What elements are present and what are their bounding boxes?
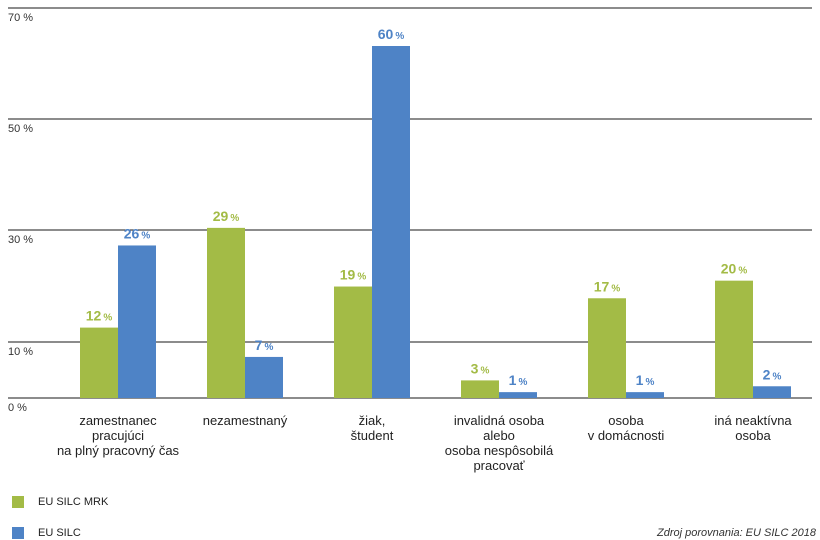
data-labels: 12 % 26 % 29 % 7 % 19 % 60 % 3 % 1 % 17 % 1 % 20 % 2% bbox=[86, 26, 782, 388]
bar bbox=[372, 46, 410, 398]
category-label: osoba bbox=[735, 428, 771, 443]
bar bbox=[118, 245, 156, 398]
data-label: 60% bbox=[378, 26, 405, 42]
y-tick-label: 50 % bbox=[8, 123, 33, 135]
data-label: 1% bbox=[636, 372, 655, 388]
y-axis-ticks: 0 % 10 % 30 % 50 % 70 % bbox=[8, 12, 33, 414]
y-tick-label: 30 % bbox=[8, 234, 33, 246]
bars bbox=[80, 46, 791, 398]
y-tick-label: 0 % bbox=[8, 402, 27, 414]
data-label: 1% bbox=[509, 372, 528, 388]
y-tick-label: 70 % bbox=[8, 12, 33, 24]
category-label: alebo bbox=[483, 428, 515, 443]
legend-label-eu-silc-mrk: EU SILC MRK bbox=[38, 496, 109, 508]
category-label: invalidná osoba bbox=[454, 413, 545, 428]
data-label: 7% bbox=[255, 337, 274, 353]
bar bbox=[207, 227, 245, 398]
data-label: 17% bbox=[594, 278, 621, 294]
category-label: v domácnosti bbox=[588, 428, 665, 443]
legend-swatch-eu-silc bbox=[12, 527, 24, 539]
legend-swatch-eu-silc-mrk bbox=[12, 496, 24, 508]
data-label: 12% bbox=[86, 308, 113, 324]
bar bbox=[461, 380, 499, 398]
data-label: 19% bbox=[340, 267, 367, 283]
data-label: 2% bbox=[763, 366, 782, 382]
category-label: osoba nespôsobilá bbox=[445, 443, 554, 458]
source-note: Zdroj porovnania: EU SILC 2018 bbox=[657, 527, 816, 539]
category-label: nezamestnaný bbox=[203, 413, 288, 428]
category-label: študent bbox=[351, 428, 394, 443]
category-label: pracovať bbox=[473, 458, 524, 473]
category-label: zamestnanec bbox=[79, 413, 157, 428]
data-label: 26% bbox=[124, 225, 151, 241]
legend-item-eu-silc-mrk: EU SILC MRK bbox=[12, 496, 108, 508]
bar bbox=[80, 327, 118, 398]
y-tick-label: 10 % bbox=[8, 346, 33, 358]
legend-item-eu-silc: EU SILC bbox=[12, 527, 81, 539]
data-label: 3% bbox=[471, 360, 490, 376]
category-label: na plný pracovný čas bbox=[57, 443, 180, 458]
bar bbox=[626, 392, 664, 398]
legend-label-eu-silc: EU SILC bbox=[38, 527, 81, 539]
category-label: žiak, bbox=[359, 413, 386, 428]
bar bbox=[245, 356, 283, 398]
bar bbox=[499, 392, 537, 398]
data-label: 29% bbox=[213, 208, 240, 224]
category-label: osoba bbox=[608, 413, 644, 428]
bar bbox=[715, 280, 753, 398]
category-label: pracujúci bbox=[92, 428, 144, 443]
bar bbox=[588, 298, 626, 398]
category-label: iná neaktívna bbox=[714, 413, 792, 428]
data-label: 20% bbox=[721, 261, 748, 277]
bar bbox=[753, 386, 791, 398]
bar bbox=[334, 286, 372, 398]
